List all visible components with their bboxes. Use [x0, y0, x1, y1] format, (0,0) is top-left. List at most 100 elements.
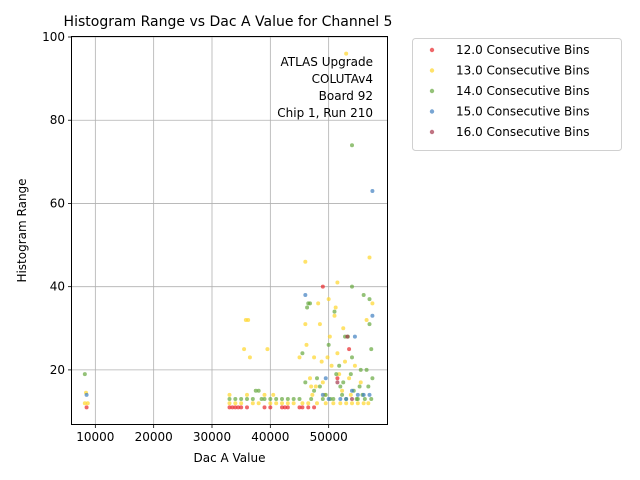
series-1: [82, 51, 375, 406]
data-point: [285, 397, 290, 402]
annotation-line: Board 92: [319, 89, 373, 103]
data-point: [335, 280, 340, 285]
data-point: [280, 405, 284, 410]
data-point: [291, 401, 296, 406]
data-point: [347, 347, 352, 352]
data-point: [367, 255, 372, 260]
data-point: [333, 305, 338, 310]
x-tick-label: 40000: [251, 430, 289, 444]
data-point: [268, 401, 273, 406]
data-point: [323, 392, 328, 397]
x-tick-label: 50000: [310, 430, 348, 444]
data-point: [280, 397, 284, 402]
data-point: [250, 401, 255, 406]
data-point: [84, 392, 89, 397]
data-point: [366, 384, 371, 389]
data-point: [350, 355, 354, 360]
x-tick-label: 20000: [135, 430, 173, 444]
data-point: [247, 355, 252, 360]
y-axis: 20 40 60 80 100: [42, 30, 72, 377]
data-point: [245, 405, 249, 410]
data-point: [369, 347, 374, 352]
data-point: [335, 380, 340, 385]
data-point: [319, 359, 324, 364]
data-point: [300, 405, 305, 410]
data-point: [317, 384, 322, 389]
data-point: [227, 401, 232, 406]
annotation-line: Chip 1, Run 210: [277, 106, 373, 120]
data-point: [332, 313, 337, 318]
y-tick-label: 80: [50, 113, 65, 127]
legend-label: 12.0 Consecutive Bins: [456, 43, 589, 57]
data-point: [303, 380, 308, 385]
annotation: ATLAS Upgrade COLUTAv4 Board 92 Chip 1, …: [277, 55, 373, 120]
data-point: [350, 284, 354, 289]
data-point: [355, 392, 360, 397]
data-point: [262, 405, 267, 410]
data-point: [367, 297, 372, 302]
data-points: [82, 51, 375, 410]
legend: 12.0 Consecutive Bins 13.0 Consecutive Bi…: [412, 38, 622, 151]
x-tick-label: 30000: [193, 430, 231, 444]
data-point: [85, 401, 90, 406]
data-point: [315, 376, 319, 381]
data-point: [297, 355, 302, 360]
data-point: [358, 367, 363, 372]
data-point: [367, 322, 372, 327]
data-point: [344, 401, 349, 406]
data-point: [361, 401, 366, 406]
y-tick-label: 100: [42, 30, 65, 44]
data-point: [280, 401, 284, 406]
y-tick-label: 60: [50, 196, 65, 210]
series-3: [84, 188, 375, 402]
data-point: [303, 322, 308, 327]
data-point: [82, 372, 87, 377]
data-point: [316, 301, 321, 306]
legend-label: 15.0 Consecutive Bins: [456, 105, 589, 119]
data-point: [312, 355, 317, 360]
data-point: [304, 342, 309, 347]
data-point: [352, 363, 357, 368]
data-point: [343, 359, 347, 364]
data-point: [268, 397, 273, 402]
data-point: [355, 397, 360, 402]
data-point: [325, 355, 330, 360]
data-point: [312, 405, 317, 410]
data-point: [309, 397, 314, 402]
data-point: [82, 401, 87, 406]
data-point: [300, 351, 305, 356]
data-point: [309, 384, 314, 389]
data-point: [320, 397, 325, 402]
data-point: [306, 401, 311, 406]
data-point: [259, 397, 264, 402]
data-point: [274, 401, 279, 406]
data-point: [335, 376, 340, 381]
data-point: [370, 313, 375, 318]
series-4: [335, 334, 354, 402]
plot-frame: [71, 36, 388, 425]
data-point: [369, 397, 374, 402]
data-point: [227, 397, 232, 402]
data-point: [320, 380, 325, 385]
data-point: [245, 397, 249, 402]
data-point: [364, 367, 369, 372]
data-point: [291, 397, 296, 402]
data-point: [227, 405, 232, 410]
data-point: [265, 347, 270, 352]
data-point: [345, 334, 350, 339]
y-tick-label: 40: [50, 280, 65, 294]
data-point: [233, 397, 238, 402]
annotation-line: COLUTAv4: [312, 72, 373, 86]
data-point: [306, 405, 311, 410]
data-point: [271, 392, 276, 397]
x-axis: 10000 20000 30000 40000 50000: [76, 424, 348, 444]
x-axis-label: Dac A Value: [194, 451, 266, 465]
data-point: [297, 397, 302, 402]
data-point: [340, 392, 345, 397]
data-point: [236, 405, 241, 410]
data-point: [297, 405, 302, 410]
data-point: [337, 372, 342, 377]
data-point: [300, 401, 305, 406]
data-point: [308, 376, 312, 381]
